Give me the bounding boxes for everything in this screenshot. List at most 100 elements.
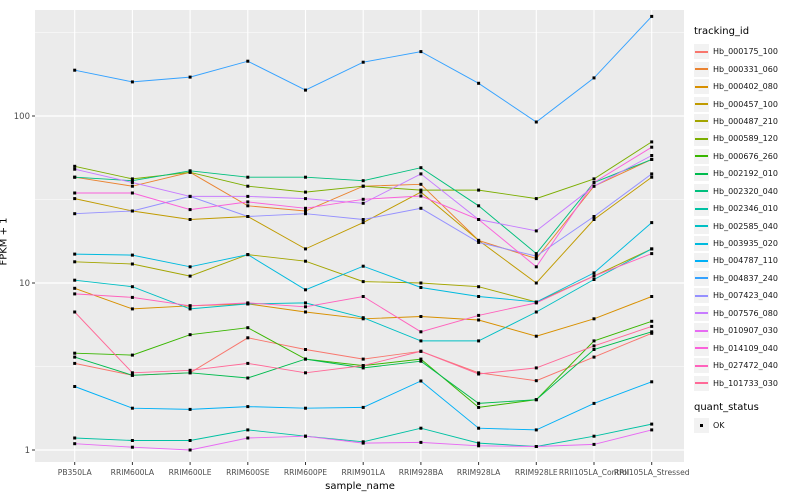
legend-entry-label: Hb_002346_010 [713, 204, 778, 214]
y-tick-label: 1 [25, 446, 30, 456]
data-point-Hb_002192_010 [534, 398, 538, 402]
data-point-Hb_000589_120 [304, 190, 307, 194]
data-point-Hb_007423_040 [592, 215, 596, 218]
legend-entry-label: OK [713, 420, 725, 430]
legend-key-line-icon [694, 253, 709, 269]
legend-entry-label: Hb_002585_040 [713, 221, 778, 231]
data-point-Hb_000589_120 [73, 164, 77, 168]
series-color-swatch [695, 329, 708, 332]
series-color-swatch [695, 294, 708, 297]
legend-key-line-icon [694, 323, 709, 339]
series-color-swatch [695, 137, 708, 140]
legend-entry-label: Hb_004787_110 [713, 256, 778, 266]
legend-entry-Hb_000589_120: Hb_000589_120 [694, 130, 800, 147]
data-point-Hb_101733_030 [534, 366, 538, 370]
data-point-Hb_002346_010 [592, 434, 596, 438]
data-point-Hb_101733_030 [73, 310, 77, 314]
legend-entry-label: Hb_002192_010 [713, 169, 778, 179]
series-color-swatch [695, 103, 708, 106]
data-point-Hb_027472_040 [361, 295, 365, 298]
data-point-Hb_000331_060 [419, 182, 423, 186]
data-point-Hb_007423_040 [650, 172, 654, 176]
data-point-Hb_007423_040 [419, 206, 423, 210]
data-point-Hb_004787_110 [246, 405, 250, 409]
legend-entry-Hb_004837_240: Hb_004837_240 [694, 270, 800, 287]
x-tick-label: RRIM928LA [457, 468, 501, 477]
legend-entry-Hb_014109_040: Hb_014109_040 [694, 339, 800, 356]
data-point-Hb_000487_210 [73, 260, 77, 264]
data-point-Hb_000402_080 [419, 315, 423, 318]
legend-entry-Hb_002192_010: Hb_002192_010 [694, 165, 800, 182]
legend-title-quant-status: quant_status [694, 401, 759, 413]
series-color-swatch [695, 364, 708, 367]
data-point-Hb_004787_110 [534, 428, 538, 432]
x-tick-label: PB350LA [58, 468, 93, 477]
data-point-Hb_003935_020 [419, 286, 423, 289]
legend-entry-label: Hb_000457_100 [713, 99, 778, 109]
data-point-Hb_004837_240 [188, 75, 192, 79]
legend-key-line-icon [694, 79, 709, 95]
legend-entry-label: Hb_004837_240 [713, 273, 778, 283]
legend-entry-Hb_002320_040: Hb_002320_040 [694, 183, 800, 200]
data-point-Hb_027472_040 [477, 313, 481, 317]
data-point-Hb_004787_110 [592, 401, 596, 405]
legend-title-tracking-id: tracking_id [694, 26, 750, 37]
data-point-Hb_004837_240 [592, 76, 596, 80]
legend-key-line-icon [694, 288, 709, 304]
data-point-Hb_002192_010 [304, 357, 307, 361]
data-point-Hb_004837_240 [419, 50, 423, 54]
legend-entry-Hb_000175_100: Hb_000175_100 [694, 43, 800, 60]
data-point-Hb_002320_040 [304, 175, 307, 179]
series-color-swatch [695, 242, 708, 245]
legend-entry-Hb_000331_060: Hb_000331_060 [694, 60, 800, 77]
data-point-Hb_003935_020 [73, 252, 77, 256]
series-color-swatch [695, 277, 708, 280]
data-point-Hb_002192_010 [188, 371, 192, 375]
data-point-Hb_002192_010 [361, 366, 365, 370]
series-color-swatch [695, 225, 708, 228]
data-point-Hb_000331_060 [304, 209, 307, 213]
data-point-Hb_007423_040 [304, 212, 307, 216]
data-point-Hb_002585_040 [304, 301, 307, 305]
data-point-Hb_002346_010 [188, 439, 192, 442]
data-point-Hb_000175_100 [534, 379, 538, 383]
data-point-Hb_000175_100 [304, 348, 307, 351]
data-point-Hb_000457_100 [650, 175, 654, 179]
data-point-Hb_000402_080 [304, 310, 307, 314]
data-point-Hb_002192_010 [477, 401, 481, 405]
series-color-swatch [695, 190, 708, 193]
data-point-Hb_004787_110 [477, 426, 481, 430]
x-tick-label: RRIM600LA [111, 468, 155, 477]
legend-entry-Hb_101733_030: Hb_101733_030 [694, 374, 800, 391]
data-point-Hb_007576_080 [419, 172, 423, 176]
data-point-Hb_004837_240 [304, 88, 307, 92]
data-point-Hb_007576_080 [73, 167, 77, 171]
data-point-Hb_000457_100 [304, 247, 307, 251]
legend-entry-label: Hb_002320_040 [713, 186, 778, 196]
data-point-Hb_007423_040 [534, 254, 538, 258]
data-point-Hb_000676_260 [73, 351, 77, 355]
series-color-swatch [695, 382, 708, 385]
data-point-Hb_002320_040 [419, 166, 423, 170]
data-point-Hb_003935_020 [304, 288, 307, 292]
data-point-Hb_002346_010 [246, 428, 250, 432]
data-point-Hb_000457_100 [477, 238, 481, 242]
data-point-Hb_004837_240 [534, 120, 538, 124]
legend-entry-label: Hb_007576_080 [713, 308, 778, 318]
legend-entry-Hb_000676_260: Hb_000676_260 [694, 148, 800, 165]
square-point-icon [700, 423, 704, 428]
data-point-Hb_000487_210 [304, 259, 307, 263]
data-point-Hb_000331_060 [534, 257, 538, 261]
data-point-Hb_027472_040 [419, 330, 423, 334]
legend-entry-label: Hb_000331_060 [713, 64, 778, 74]
data-point-Hb_002192_010 [592, 348, 596, 351]
legend-entry-label: Hb_027472_040 [713, 361, 778, 371]
legend-entry-Hb_004787_110: Hb_004787_110 [694, 252, 800, 269]
data-point-Hb_010907_030 [130, 445, 134, 449]
data-point-Hb_010907_030 [650, 428, 654, 432]
data-point-Hb_000402_080 [73, 286, 77, 290]
data-point-Hb_007576_080 [534, 229, 538, 233]
data-point-Hb_000175_100 [592, 355, 596, 359]
